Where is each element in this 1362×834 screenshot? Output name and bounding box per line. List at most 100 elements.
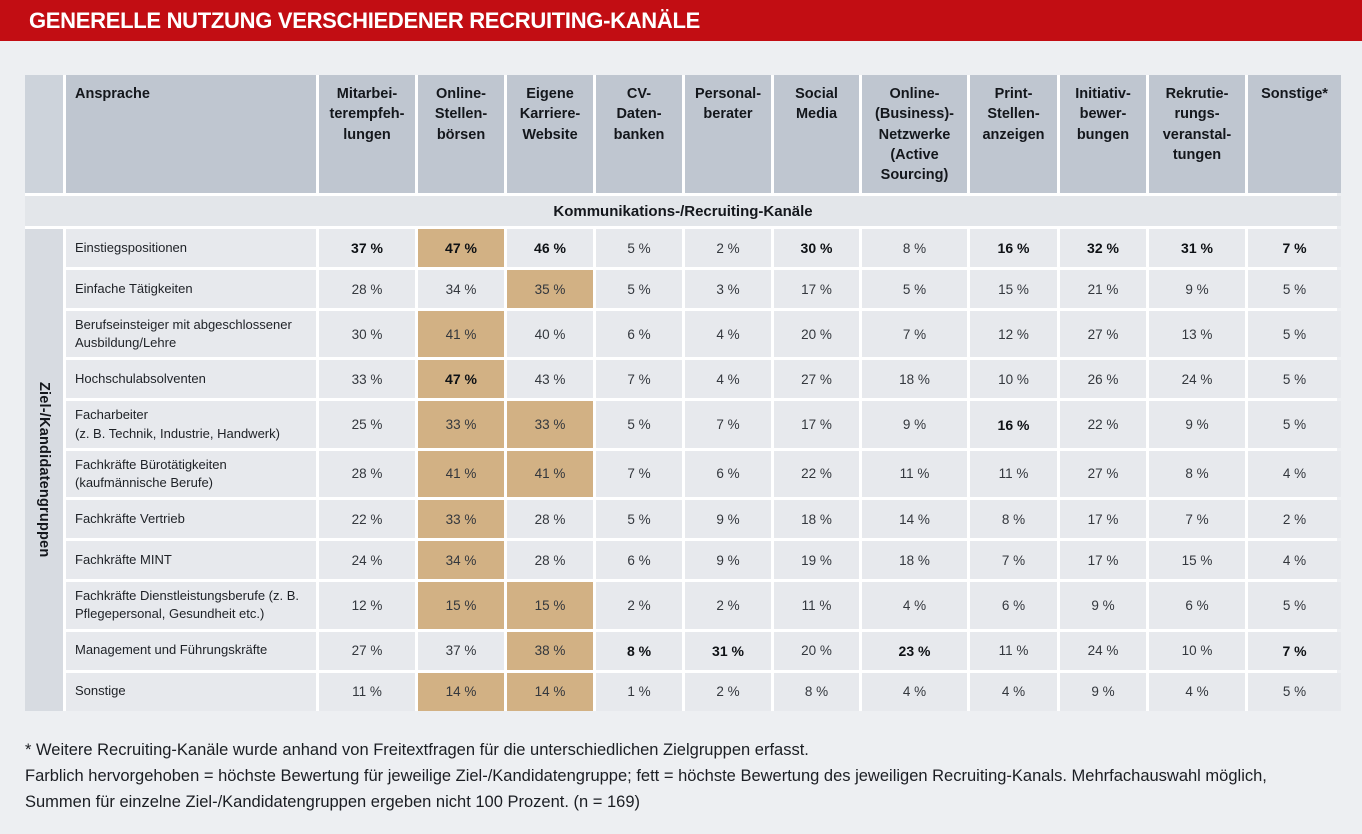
data-cell: 6 % xyxy=(970,582,1057,629)
data-cell: 33 % xyxy=(319,360,415,399)
data-cell: 15 % xyxy=(1149,541,1245,580)
data-cell: 5 % xyxy=(596,500,682,539)
data-cell: 9 % xyxy=(862,401,967,448)
data-cell: 12 % xyxy=(970,311,1057,358)
row-label: Fachkräfte Bürotätigkeiten (kaufmännisch… xyxy=(66,450,316,498)
data-cell: 7 % xyxy=(862,311,967,358)
column-header: Personal- berater xyxy=(685,75,771,193)
data-cell: 34 % xyxy=(418,541,504,580)
data-cell: 6 % xyxy=(685,450,771,498)
data-cell: 17 % xyxy=(774,401,859,448)
data-cell: 11 % xyxy=(319,672,415,711)
row-label: Fachkräfte Vertrieb xyxy=(66,500,316,539)
row-label: Einstiegspositionen xyxy=(66,229,316,267)
data-cell: 4 % xyxy=(1248,450,1341,498)
data-cell: 19 % xyxy=(774,541,859,580)
data-cell: 5 % xyxy=(1248,311,1341,358)
data-cell: 24 % xyxy=(1149,360,1245,399)
data-cell: 8 % xyxy=(862,229,967,267)
data-cell: 21 % xyxy=(1060,270,1146,308)
data-cell: 15 % xyxy=(970,270,1057,308)
data-cell: 5 % xyxy=(1248,672,1341,711)
data-cell: 7 % xyxy=(685,401,771,448)
data-cell: 26 % xyxy=(1060,360,1146,399)
table-grid: Ansprache Mitarbei- terempfeh- lungen Onli… xyxy=(25,75,1341,711)
row-label: Hochschulabsolventen xyxy=(66,360,316,399)
column-header: Initiativ- bewer- bungen xyxy=(1060,75,1146,193)
row-label: Sonstige xyxy=(66,672,316,711)
data-cell: 16 % xyxy=(970,401,1057,448)
corner-cell xyxy=(25,75,63,193)
data-cell: 14 % xyxy=(507,672,593,711)
row-label: Einfache Tätigkeiten xyxy=(66,270,316,308)
data-cell: 9 % xyxy=(685,500,771,539)
data-cell: 30 % xyxy=(319,311,415,358)
row-label: Management und Führungskräfte xyxy=(66,631,316,670)
data-cell: 7 % xyxy=(1248,229,1341,267)
data-cell: 12 % xyxy=(319,582,415,629)
data-cell: 13 % xyxy=(1149,311,1245,358)
column-header-ansprache: Ansprache xyxy=(66,75,316,193)
data-cell: 33 % xyxy=(507,401,593,448)
data-cell: 11 % xyxy=(862,450,967,498)
data-cell: 17 % xyxy=(1060,541,1146,580)
data-cell: 5 % xyxy=(596,229,682,267)
data-cell: 11 % xyxy=(774,582,859,629)
data-cell: 22 % xyxy=(774,450,859,498)
data-cell: 4 % xyxy=(862,582,967,629)
data-cell: 5 % xyxy=(1248,582,1341,629)
data-cell: 15 % xyxy=(507,582,593,629)
row-group-label-text: Ziel-/Kandidatengruppen xyxy=(36,382,52,558)
column-header: Eigene Karriere- Website xyxy=(507,75,593,193)
data-cell: 31 % xyxy=(685,631,771,670)
column-header: Social Media xyxy=(774,75,859,193)
footnote-asterisk: * Weitere Recruiting-Kanäle wurde anhand… xyxy=(25,740,809,759)
data-cell: 33 % xyxy=(418,500,504,539)
column-header: Print- Stellen- anzeigen xyxy=(970,75,1057,193)
data-cell: 5 % xyxy=(1248,401,1341,448)
data-cell: 4 % xyxy=(1248,541,1341,580)
data-cell: 27 % xyxy=(1060,450,1146,498)
data-cell: 11 % xyxy=(970,631,1057,670)
data-cell: 23 % xyxy=(862,631,967,670)
data-cell: 8 % xyxy=(970,500,1057,539)
data-cell: 47 % xyxy=(418,229,504,267)
data-cell: 10 % xyxy=(970,360,1057,399)
data-cell: 20 % xyxy=(774,311,859,358)
title-bar: GENERELLE NUTZUNG VERSCHIEDENER RECRUITI… xyxy=(0,0,1362,41)
data-cell: 9 % xyxy=(685,541,771,580)
data-cell: 22 % xyxy=(319,500,415,539)
page-title: GENERELLE NUTZUNG VERSCHIEDENER RECRUITI… xyxy=(29,7,700,33)
data-cell: 9 % xyxy=(1060,582,1146,629)
group-header: Kommunikations-/Recruiting-Kanäle xyxy=(25,196,1341,226)
data-cell: 4 % xyxy=(970,672,1057,711)
data-cell: 1 % xyxy=(596,672,682,711)
row-label: Berufseinsteiger mit abgeschlossener Aus… xyxy=(66,311,316,358)
data-cell: 5 % xyxy=(596,401,682,448)
data-cell: 6 % xyxy=(596,541,682,580)
data-cell: 37 % xyxy=(418,631,504,670)
data-cell: 7 % xyxy=(596,360,682,399)
data-cell: 41 % xyxy=(418,311,504,358)
data-cell: 28 % xyxy=(319,270,415,308)
data-cell: 7 % xyxy=(970,541,1057,580)
data-cell: 8 % xyxy=(774,672,859,711)
data-cell: 22 % xyxy=(1060,401,1146,448)
data-cell: 4 % xyxy=(685,311,771,358)
row-group-label: Ziel-/Kandidatengruppen xyxy=(25,229,63,711)
data-cell: 2 % xyxy=(596,582,682,629)
data-cell: 5 % xyxy=(862,270,967,308)
column-header: Rekrutie- rungs- veranstal- tungen xyxy=(1149,75,1245,193)
data-cell: 43 % xyxy=(507,360,593,399)
column-header: Mitarbei- terempfeh- lungen xyxy=(319,75,415,193)
data-cell: 35 % xyxy=(507,270,593,308)
data-cell: 11 % xyxy=(970,450,1057,498)
data-cell: 34 % xyxy=(418,270,504,308)
row-label: Facharbeiter (z. B. Technik, Industrie, … xyxy=(66,401,316,448)
footnote-legend: Farblich hervorgehoben = höchste Bewertu… xyxy=(25,766,1267,785)
data-cell: 4 % xyxy=(1149,672,1245,711)
data-cell: 28 % xyxy=(507,541,593,580)
recruiting-channels-table: Ansprache Mitarbei- terempfeh- lungen Onli… xyxy=(25,75,1341,711)
data-cell: 24 % xyxy=(1060,631,1146,670)
row-label: Fachkräfte MINT xyxy=(66,541,316,580)
